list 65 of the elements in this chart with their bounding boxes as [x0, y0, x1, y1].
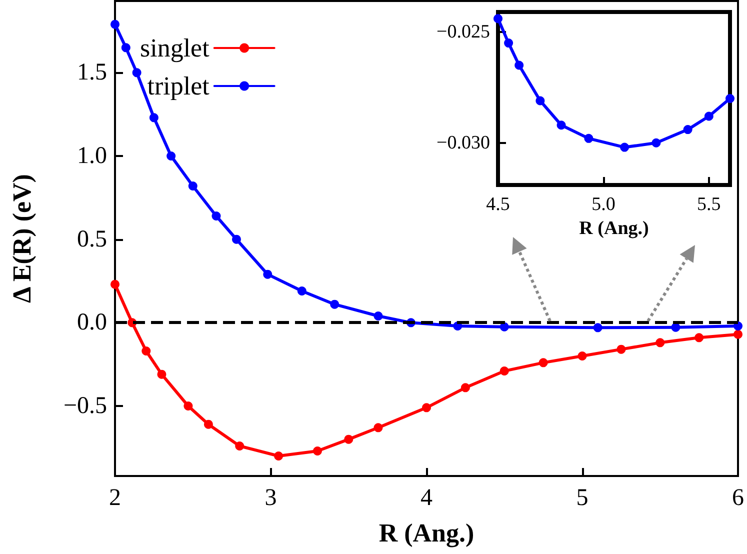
x-tick-label: 5.5: [697, 194, 721, 215]
point: [232, 234, 241, 244]
point: [683, 125, 692, 134]
point: [110, 280, 120, 289]
point: [297, 286, 306, 296]
y-tick-label: 0.0: [77, 310, 107, 336]
x-tick-label: 4.5: [486, 194, 510, 215]
x-tick-label: 6: [732, 485, 744, 511]
point: [734, 330, 742, 339]
y-tick-label: −0.5: [63, 393, 107, 419]
point: [556, 120, 566, 130]
point: [374, 312, 383, 320]
point: [330, 300, 340, 309]
point: [374, 423, 383, 432]
point: [184, 402, 193, 410]
point: [694, 333, 704, 342]
point: [235, 442, 244, 450]
point: [157, 370, 166, 379]
point: [584, 134, 594, 143]
point: [188, 182, 198, 190]
point: [656, 338, 665, 348]
y-tick-label: −0.025: [436, 21, 490, 42]
point: [212, 212, 221, 220]
x-axis-title: R (Ang.): [579, 218, 649, 239]
point: [536, 96, 545, 106]
point: [494, 14, 502, 24]
point: [726, 94, 734, 103]
point: [274, 452, 284, 460]
point: [704, 112, 714, 121]
point: [263, 270, 272, 279]
legend-label: triplet: [147, 72, 210, 100]
point: [110, 20, 120, 29]
x-tick-label: 5.0: [592, 194, 616, 215]
point: [166, 152, 176, 160]
point: [652, 138, 661, 148]
point: [204, 420, 213, 429]
legend-label: singlet: [140, 34, 210, 62]
point: [620, 142, 630, 152]
x-tick-label: 2: [109, 485, 121, 511]
y-tick-label: 0.5: [77, 226, 107, 252]
point: [312, 446, 322, 456]
point: [460, 383, 470, 392]
point: [514, 60, 524, 70]
x-axis-title: R (Ang.): [378, 518, 474, 548]
point: [142, 346, 151, 356]
x-tick-label: 4: [420, 485, 432, 511]
point: [132, 68, 142, 78]
point: [500, 366, 509, 376]
y-tick-label: 1.0: [77, 143, 107, 169]
point: [344, 434, 354, 444]
point: [578, 352, 587, 360]
point: [504, 38, 514, 48]
point: [671, 322, 680, 332]
x-tick-label: 3: [264, 485, 277, 511]
point: [593, 323, 602, 332]
point: [149, 113, 158, 122]
point: [616, 344, 626, 354]
y-tick-label: 1.5: [77, 60, 107, 86]
y-tick-label: −0.030: [436, 132, 490, 154]
point: [422, 403, 431, 412]
point: [121, 43, 130, 52]
point: [538, 358, 548, 368]
point: [500, 322, 509, 332]
y-axis-title: Δ E(R) (eV): [8, 174, 36, 303]
x-tick-label: 5: [576, 485, 588, 511]
